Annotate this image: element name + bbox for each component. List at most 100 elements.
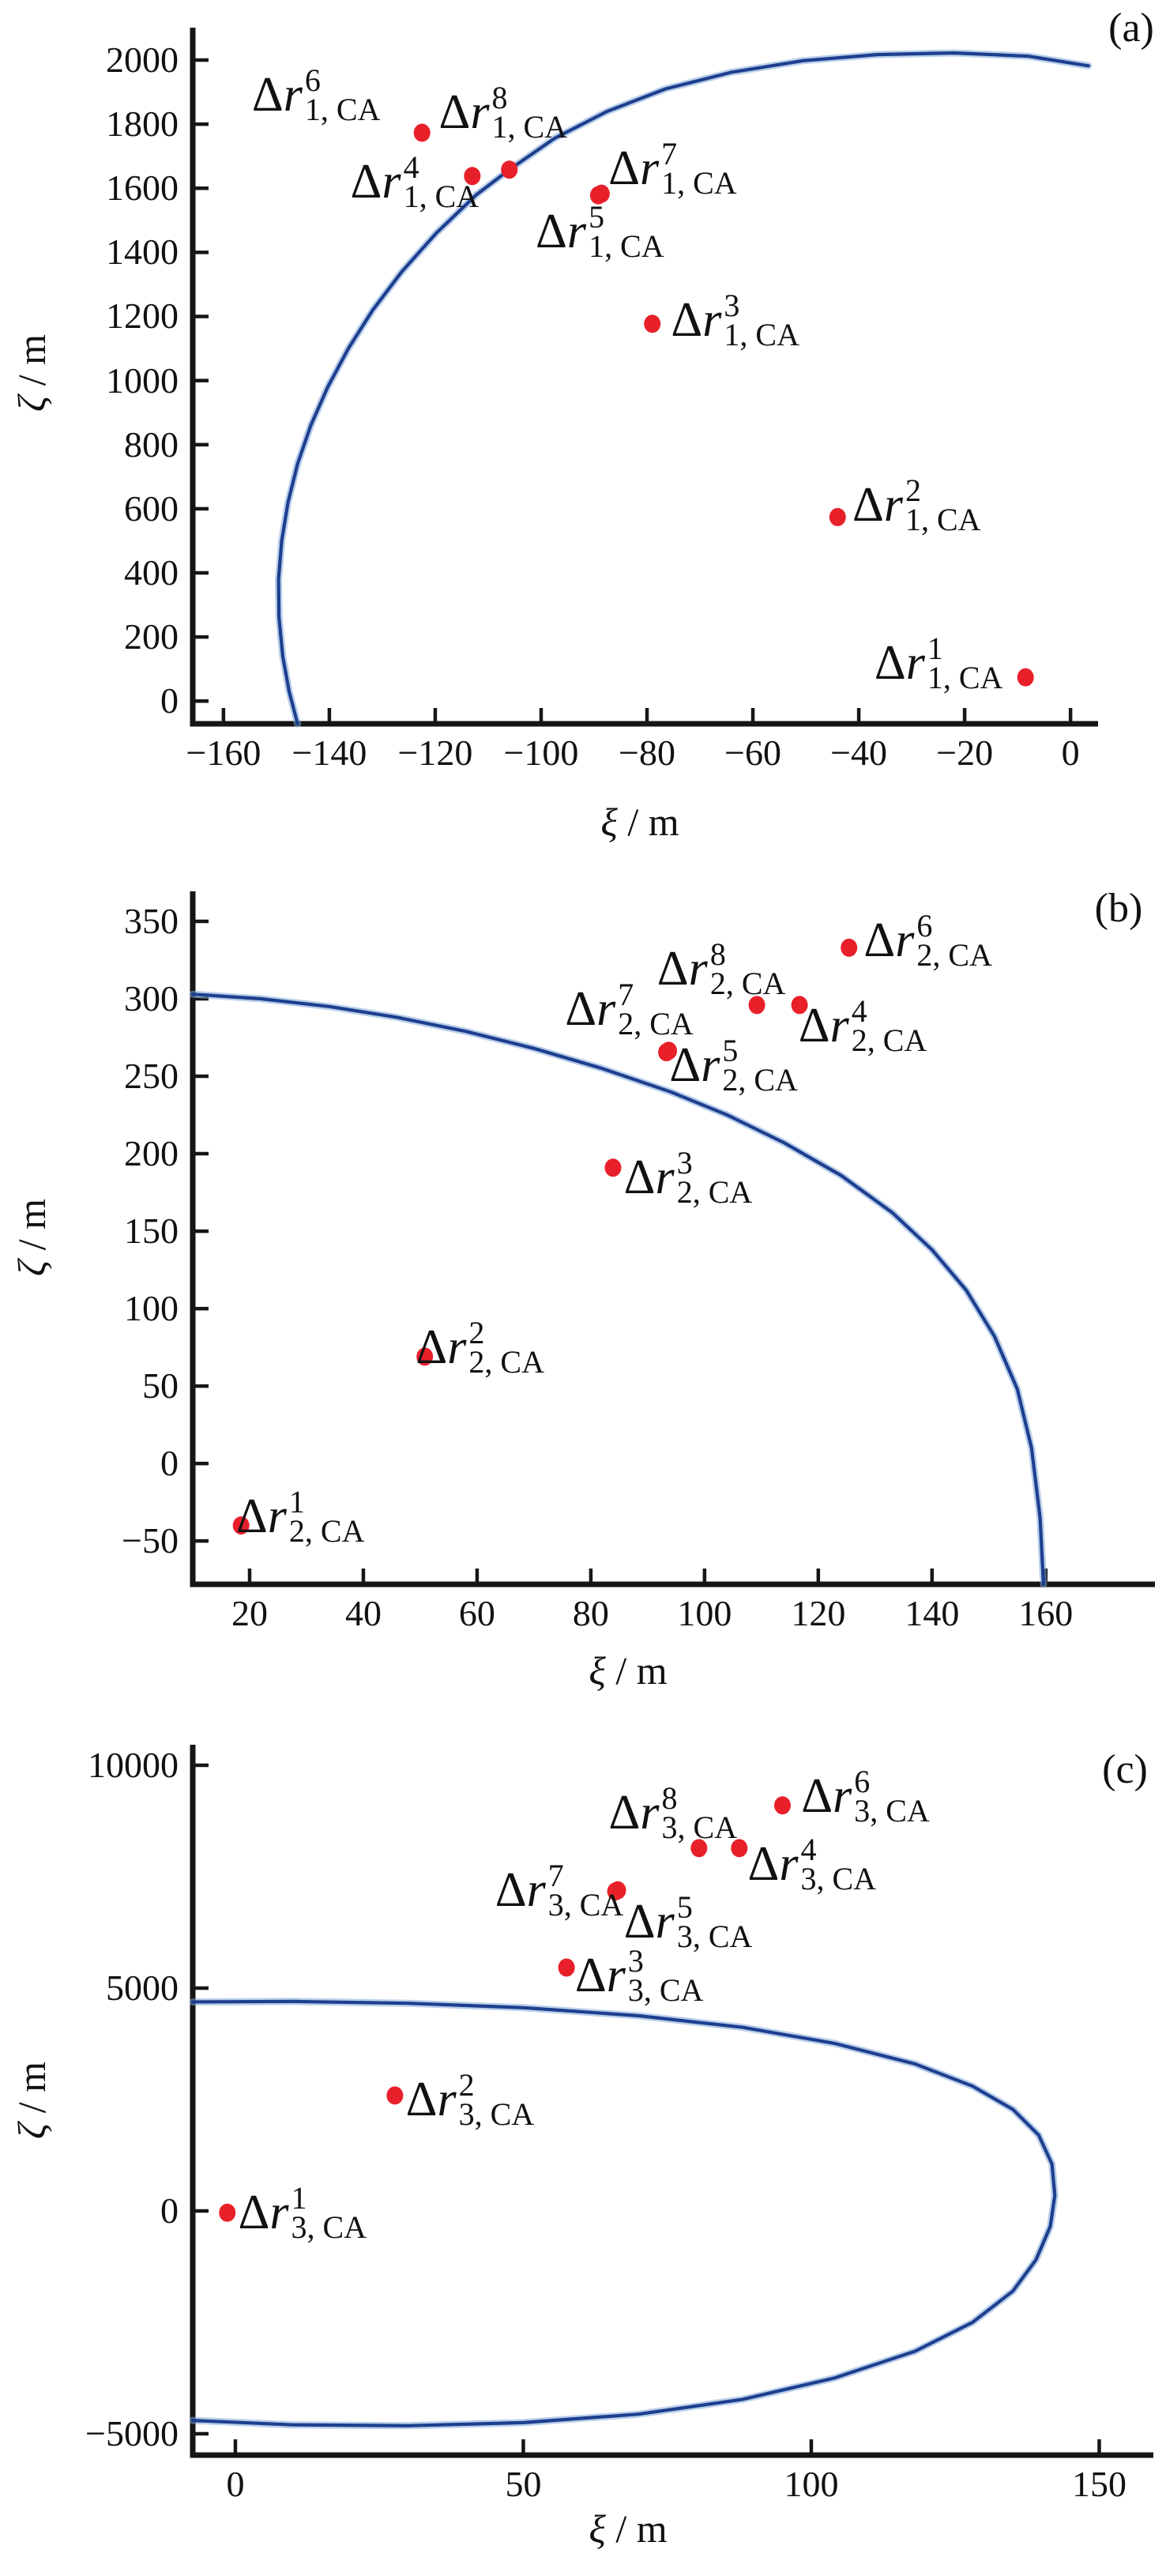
y-tick-label: 1800	[106, 104, 179, 145]
x-tick-label: 140	[905, 1593, 960, 1633]
y-axis-label: ζ / m	[9, 1198, 54, 1277]
point-label-a1: Δr 1 1, CA	[874, 631, 1003, 696]
point-sup: 8	[709, 936, 726, 972]
point-label-b1: Δr 1 2, CA	[235, 1483, 365, 1549]
panel-tag-c: (c)	[1102, 1747, 1148, 1792]
point-sup: 3	[724, 287, 740, 323]
x-tick-label: 0	[1061, 733, 1080, 773]
data-point-c8	[690, 1839, 708, 1858]
y-tick-label: 200	[124, 616, 179, 657]
x-tick-label: −20	[936, 733, 994, 773]
y-tick-label: 300	[124, 978, 179, 1019]
y-tick-label: 1600	[106, 168, 179, 209]
x-tick-label: −120	[397, 733, 473, 773]
y-tick-label: 200	[124, 1133, 179, 1174]
point-sup: 4	[403, 149, 419, 185]
point-sub: 2, CA	[916, 937, 992, 974]
y-tick-label: 250	[124, 1056, 179, 1097]
x-tick-label: 0	[226, 2464, 245, 2504]
ellipse-curve-a	[276, 51, 1091, 726]
data-point-c6	[774, 1796, 792, 1815]
data-point-b4	[791, 996, 808, 1015]
point-sup: 4	[851, 992, 867, 1029]
x-axis-label: ξ / m	[600, 800, 679, 844]
point-label-a3: Δr 3 1, CA	[671, 287, 799, 352]
point-label-b3: Δr 3 2, CA	[623, 1144, 753, 1210]
point-label-c3: Δr 3 3, CA	[574, 1943, 704, 2009]
y-tick-label: 10000	[88, 1745, 179, 1785]
point-sub: 3, CA	[458, 2096, 535, 2132]
x-tick-label: −40	[830, 733, 888, 773]
y-tick-label: −5000	[85, 2412, 179, 2454]
data-point-a8	[501, 160, 518, 179]
point-sup: 4	[800, 1831, 817, 1867]
point-sub: 1, CA	[905, 502, 981, 538]
x-tick-label: −100	[503, 733, 579, 773]
point-sub: 1, CA	[927, 660, 1003, 696]
data-point-a7	[592, 184, 610, 203]
point-sup: 3	[627, 1943, 644, 1979]
x-tick-label: −140	[292, 733, 367, 773]
point-sub: 3, CA	[547, 1887, 624, 1923]
point-sup: 1	[288, 1483, 305, 1520]
data-point-a3	[644, 314, 661, 333]
point-sup: 2	[458, 2066, 475, 2103]
point-label-b5: Δr 5 2, CA	[669, 1032, 798, 1098]
data-point-a6	[413, 123, 431, 142]
point-sub: 2, CA	[851, 1022, 927, 1058]
point-sub: 1, CA	[304, 92, 381, 128]
y-tick-label: 150	[124, 1211, 179, 1252]
data-point-b2	[416, 1347, 434, 1366]
point-label-a8: Δr 8 1, CA	[438, 79, 568, 145]
point-sub: 1, CA	[403, 178, 480, 214]
data-point-b3	[604, 1158, 622, 1177]
point-sup: 6	[304, 62, 321, 99]
point-sub: 2, CA	[468, 1343, 544, 1380]
point-sup: 2	[905, 473, 921, 509]
data-point-a2	[829, 507, 846, 526]
point-sub: 2, CA	[618, 1005, 694, 1041]
point-sub: 1, CA	[589, 228, 664, 265]
point-sup: 5	[589, 199, 605, 235]
point-sub: 3, CA	[854, 1792, 930, 1828]
data-point-b6	[841, 938, 858, 957]
data-point-a4	[464, 167, 481, 186]
y-tick-label: 0	[160, 1443, 179, 1484]
x-tick-label: 160	[1018, 1593, 1074, 1633]
point-sup: 8	[661, 1779, 678, 1816]
point-sub: 3, CA	[800, 1860, 877, 1896]
point-label-a4: Δr 4 1, CA	[350, 149, 480, 214]
x-tick-label: −60	[724, 733, 781, 773]
panel-tag-a: (a)	[1108, 6, 1154, 51]
data-point-c2	[386, 2086, 404, 2105]
point-label-c2: Δr 2 3, CA	[405, 2066, 535, 2132]
x-tick-label: 100	[784, 2464, 839, 2504]
y-tick-label: −50	[122, 1520, 179, 1561]
x-tick-label: 100	[677, 1593, 732, 1633]
y-tick-label: 2000	[106, 39, 179, 80]
x-tick-label: 20	[231, 1593, 268, 1633]
data-point-b8	[748, 996, 765, 1015]
point-label-c8: Δr 8 3, CA	[608, 1779, 738, 1845]
y-tick-label: 1200	[106, 296, 179, 337]
point-sup: 5	[722, 1032, 739, 1068]
data-point-c7	[609, 1881, 626, 1900]
point-sup: 6	[854, 1763, 871, 1799]
point-sub: 3, CA	[661, 1809, 738, 1845]
y-tick-label: 0	[160, 2190, 179, 2231]
point-label-b6: Δr 6 2, CA	[863, 908, 992, 974]
x-tick-label: 60	[458, 1593, 495, 1633]
point-label-b2: Δr 2 2, CA	[416, 1314, 544, 1380]
panel-tag-b: (b)	[1094, 886, 1143, 931]
y-tick-label: 100	[124, 1288, 179, 1329]
data-point-c4	[731, 1839, 748, 1858]
point-sup: 7	[661, 136, 678, 172]
point-sub: 2, CA	[709, 965, 786, 1001]
point-sub: 3, CA	[291, 2209, 367, 2246]
y-tick-label: 5000	[106, 1967, 179, 2008]
y-tick-label: 50	[142, 1365, 179, 1407]
y-tick-label: 0	[160, 680, 179, 721]
point-sup: 3	[676, 1144, 693, 1181]
